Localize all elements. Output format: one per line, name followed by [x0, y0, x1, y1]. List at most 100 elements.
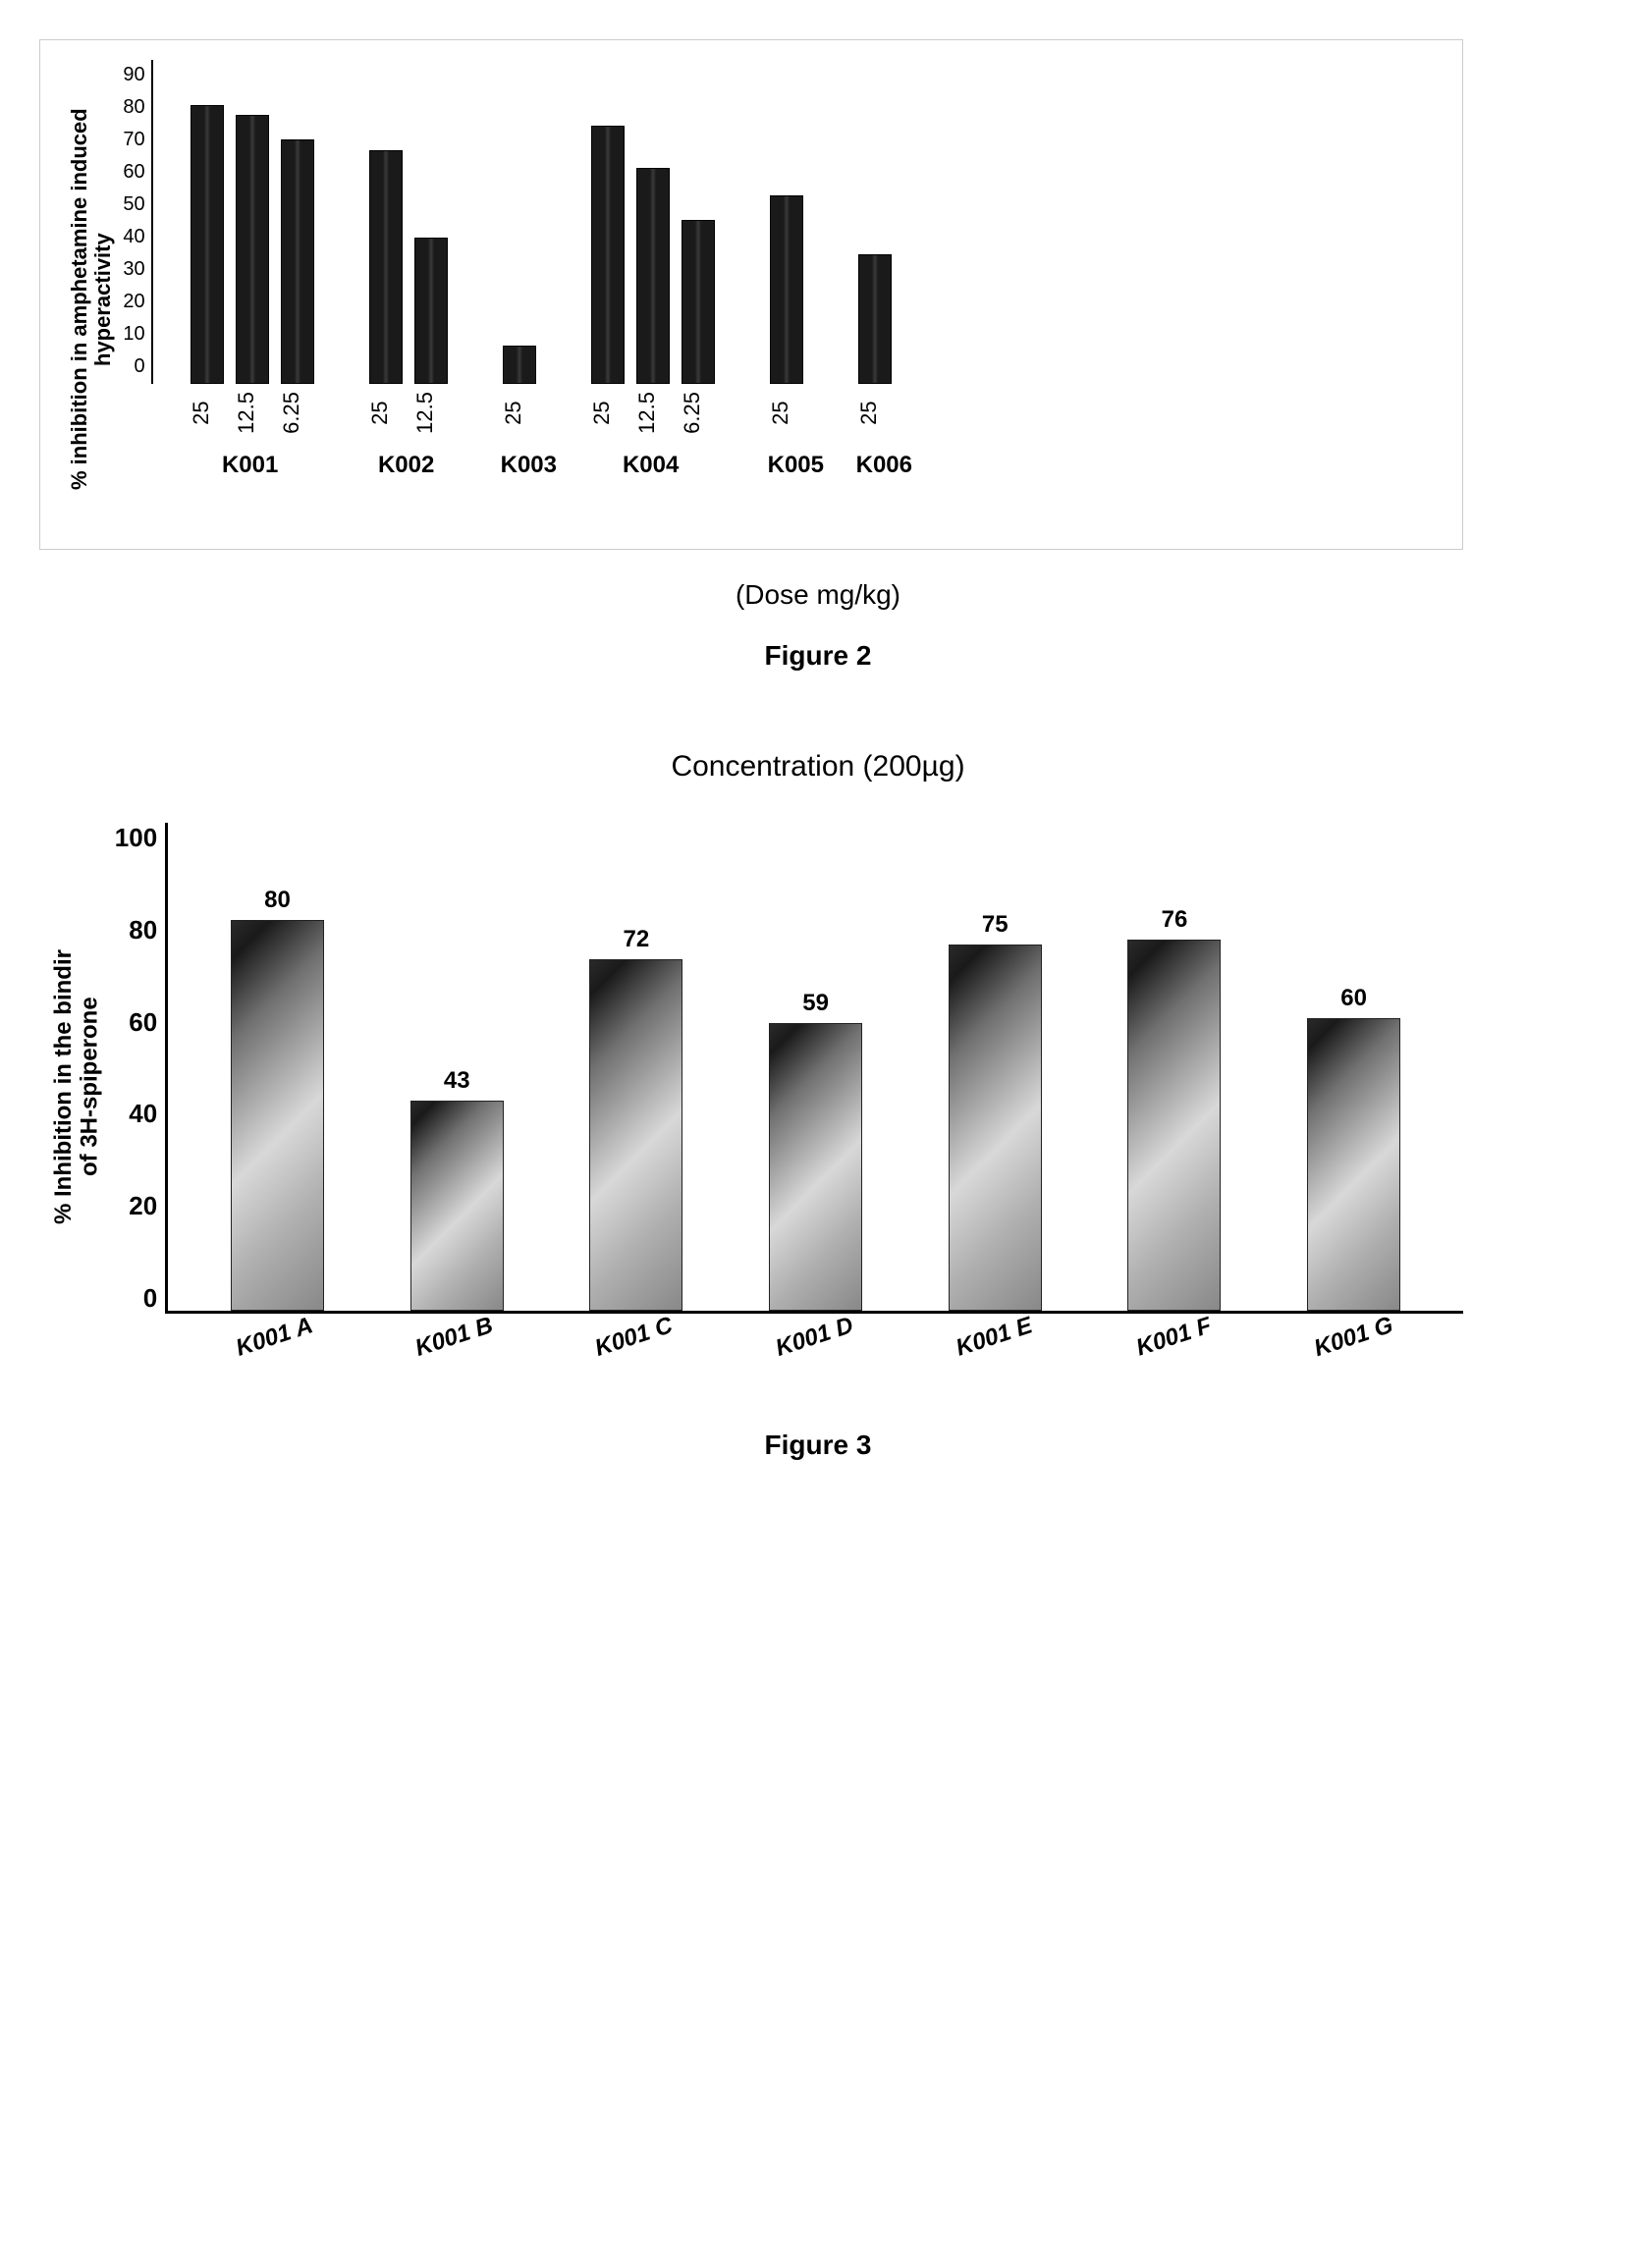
chart1-y-tick: 30 [123, 258, 144, 281]
chart1-y-tick: 70 [123, 129, 144, 151]
chart1-bar-group [858, 254, 892, 384]
chart2-y-tick: 100 [115, 823, 157, 853]
chart2-bar [589, 959, 682, 1311]
chart2-bar [769, 1023, 862, 1311]
chart1-group-label: K005 [768, 452, 801, 479]
chart1-y-tick: 50 [123, 193, 144, 216]
chart1-bar [858, 254, 892, 384]
figure3-label: Figure 3 [39, 1430, 1597, 1461]
chart2-y-axis-label: % Inhibition in the bindirof 3H-spiperon… [39, 823, 115, 1351]
chart1-y-ticks: 90 80 70 60 50 40 30 20 10 0 [123, 64, 150, 378]
chart2-y-tick: 60 [115, 1007, 157, 1038]
chart1-y-tick: 40 [123, 226, 144, 248]
chart1-group-label: K003 [501, 452, 534, 479]
chart2-bar [949, 945, 1042, 1311]
chart2-x-tick: K001 D [766, 1310, 863, 1365]
chart2-value-label: 75 [982, 911, 1009, 939]
chart1-bar [369, 150, 403, 384]
chart2-y-ticks: 100 80 60 40 20 0 [115, 823, 165, 1314]
chart1-y-tick: 90 [123, 64, 144, 86]
chart1-group-label: K006 [856, 452, 890, 479]
chart1-y-tick: 10 [123, 323, 144, 346]
chart1-y-axis-label: % inhibition in amphetamine inducedhyper… [60, 60, 123, 539]
chart1-bar [281, 139, 314, 384]
chart2-y-tick: 0 [115, 1283, 157, 1314]
chart1-x-tick: 6.25 [680, 392, 713, 442]
chart1-x-tick: 12.5 [234, 392, 267, 442]
chart1-x-tick: 25 [856, 392, 890, 442]
chart2-bar [410, 1101, 504, 1311]
chart2-x-tick: K001 E [946, 1310, 1043, 1365]
chart2-value-label: 59 [802, 990, 829, 1017]
chart1-bar-group [770, 195, 803, 384]
chart2-bar-wrap: 59 [769, 1023, 862, 1311]
chart2-bar-wrap: 43 [410, 1101, 504, 1311]
chart1-bar-group [591, 126, 715, 384]
chart2-bar-wrap: 72 [589, 959, 682, 1311]
chart2-value-label: 80 [264, 887, 291, 914]
chart2-x-ticks: K001 AK001 BK001 CK001 DK001 EK001 FK001… [165, 1314, 1463, 1351]
chart2-y-tick: 80 [115, 915, 157, 945]
chart1-bar [503, 346, 536, 384]
chart1-bar [414, 238, 448, 384]
chart1-bar-group [191, 105, 314, 384]
chart1-x-tick: 25 [768, 392, 801, 442]
chart1-group-label: K004 [589, 452, 713, 479]
chart2-value-label: 72 [624, 926, 650, 953]
chart2-bar-wrap: 80 [231, 920, 324, 1311]
chart1-x-tick: 25 [501, 392, 534, 442]
chart1-x-tick: 25 [367, 392, 401, 442]
chart1-xtick-group: 25 [768, 392, 801, 442]
chart1-xtick-group: 2512.56.25 [189, 392, 312, 442]
figure2-label: Figure 2 [39, 640, 1597, 672]
page: % inhibition in amphetamine inducedhyper… [39, 39, 1597, 1461]
chart2-bar-wrap: 76 [1127, 940, 1221, 1311]
chart2-y-tick: 40 [115, 1099, 157, 1129]
chart2-y-axis-label-text: % Inhibition in the bindirof 3H-spiperon… [50, 949, 102, 1224]
chart1-xtick-group: 25 [856, 392, 890, 442]
chart1-bar-group [503, 346, 536, 384]
chart2-x-tick: K001 C [585, 1310, 682, 1365]
chart1-bar [682, 220, 715, 384]
chart2-x-tick: K001 G [1305, 1310, 1402, 1365]
chart1-group-label: K001 [189, 452, 312, 479]
chart1-group-label: K002 [367, 452, 446, 479]
chart1-xtick-group: 25 12.5 [367, 392, 446, 442]
chart1-x-tick: 25 [589, 392, 623, 442]
chart1-caption: (Dose mg/kg) [39, 579, 1597, 611]
chart2-x-tick: K001 A [226, 1310, 323, 1365]
chart2-value-label: 43 [444, 1067, 470, 1095]
chart1-bar [191, 105, 224, 384]
chart1-group-labels: K001 K002 K003 K004 K005 K006 [151, 442, 1443, 479]
chart2-y-tick: 20 [115, 1191, 157, 1221]
chart1-bar [236, 115, 269, 384]
chart2-value-label: 60 [1340, 985, 1367, 1012]
chart1-plot-area [151, 60, 1443, 384]
chart1-y-axis-label-line1: % inhibition in amphetamine inducedhyper… [67, 109, 115, 491]
chart2-bar [1307, 1018, 1400, 1311]
chart1-frame: % inhibition in amphetamine inducedhyper… [39, 39, 1463, 550]
chart1-y-tick: 60 [123, 161, 144, 184]
chart2-value-label: 76 [1162, 906, 1188, 934]
chart2-bar [1127, 940, 1221, 1311]
chart2-x-tick: K001 B [406, 1310, 503, 1365]
chart2-bar-wrap: 75 [949, 945, 1042, 1311]
chart2-bar-wrap: 60 [1307, 1018, 1400, 1311]
chart1-x-tick: 12.5 [634, 392, 668, 442]
chart1-x-tick: 12.5 [412, 392, 446, 442]
chart2-plot-col: 80437259757660 K001 AK001 BK001 CK001 DK… [165, 823, 1463, 1351]
chart1-bar-group [369, 150, 448, 384]
chart1-body: % inhibition in amphetamine inducedhyper… [60, 60, 1443, 539]
chart1-y-tick: 20 [123, 291, 144, 313]
chart1-bar [636, 168, 670, 384]
chart1-xtick-group: 25 [501, 392, 534, 442]
chart1-plot-wrap: 2512.56.252512.5252512.56.252525 K001K00… [151, 60, 1443, 539]
chart2-plot-area: 80437259757660 [165, 823, 1463, 1314]
chart2-x-tick: K001 F [1125, 1310, 1223, 1365]
chart2-wrap: % Inhibition in the bindirof 3H-spiperon… [39, 823, 1463, 1351]
chart1-y-tick: 80 [123, 96, 144, 119]
chart1-y-tick: 0 [123, 355, 144, 378]
chart1-x-tick: 6.25 [279, 392, 312, 442]
chart2-title: Concentration (200µg) [39, 750, 1597, 783]
chart1-x-ticks: 2512.56.252512.5252512.56.252525 [151, 384, 1443, 442]
